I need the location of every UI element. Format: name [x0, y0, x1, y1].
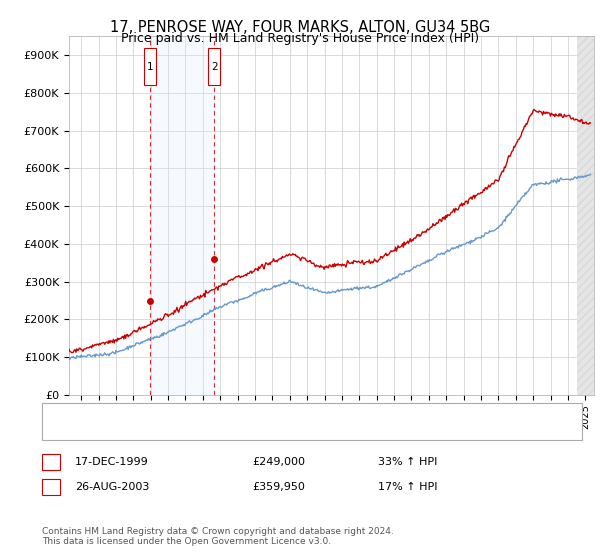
- Bar: [150, 36, 214, 395]
- Text: 1: 1: [146, 62, 154, 72]
- Text: 2: 2: [47, 482, 55, 492]
- Text: HPI: Average price, detached house, East Hampshire: HPI: Average price, detached house, East…: [93, 424, 351, 435]
- Bar: [577, 36, 594, 395]
- Text: 2: 2: [211, 62, 217, 72]
- Text: 17, PENROSE WAY, FOUR MARKS, ALTON, GU34 5BG (detached house): 17, PENROSE WAY, FOUR MARKS, ALTON, GU34…: [93, 408, 437, 418]
- Bar: [577, 36, 594, 395]
- Text: Price paid vs. HM Land Registry's House Price Index (HPI): Price paid vs. HM Land Registry's House …: [121, 32, 479, 45]
- Text: £249,000: £249,000: [252, 457, 305, 467]
- Text: 17% ↑ HPI: 17% ↑ HPI: [378, 482, 437, 492]
- FancyBboxPatch shape: [208, 48, 220, 86]
- Text: 1: 1: [47, 457, 55, 467]
- Text: 33% ↑ HPI: 33% ↑ HPI: [378, 457, 437, 467]
- Text: 17, PENROSE WAY, FOUR MARKS, ALTON, GU34 5BG: 17, PENROSE WAY, FOUR MARKS, ALTON, GU34…: [110, 20, 490, 35]
- FancyBboxPatch shape: [144, 48, 156, 86]
- Text: 17-DEC-1999: 17-DEC-1999: [75, 457, 149, 467]
- Text: 26-AUG-2003: 26-AUG-2003: [75, 482, 149, 492]
- Text: £359,950: £359,950: [252, 482, 305, 492]
- Text: Contains HM Land Registry data © Crown copyright and database right 2024.
This d: Contains HM Land Registry data © Crown c…: [42, 526, 394, 546]
